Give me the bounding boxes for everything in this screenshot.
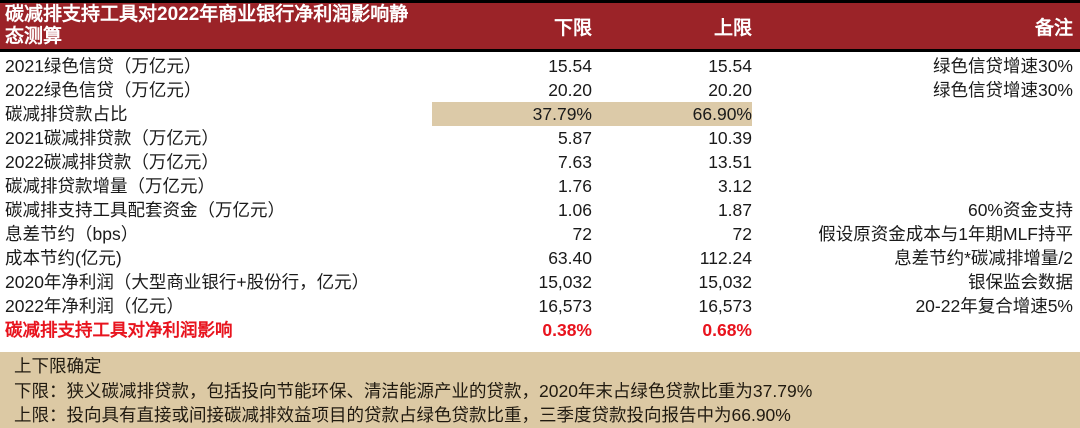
row-remark xyxy=(752,174,1080,198)
table-row: 碳减排支持工具配套资金（万亿元） 1.06 1.87 60%资金支持 xyxy=(0,198,1080,222)
row-label: 碳减排支持工具对净利润影响 xyxy=(5,320,233,340)
row-remark xyxy=(752,102,1080,126)
row-remark: 绿色信贷增速30% xyxy=(932,80,1073,100)
row-upper-value: 0.68% xyxy=(702,320,752,340)
table-row: 碳减排贷款占比 37.79% 66.90% xyxy=(0,102,1080,126)
table-row: 2020年净利润（大型商业银行+股份行，亿元） 15,032 15,032 银保… xyxy=(0,270,1080,294)
row-upper-value: 15.54 xyxy=(708,56,752,76)
row-lower-value: 5.87 xyxy=(557,128,592,148)
row-remark: 假设原资金成本与1年期MLF持平 xyxy=(818,224,1073,244)
row-lower-value: 1.76 xyxy=(557,176,592,196)
row-upper-value: 1.87 xyxy=(717,200,752,220)
row-label: 碳减排贷款增量（万亿元） xyxy=(5,176,215,196)
row-remark xyxy=(752,150,1080,174)
column-header-upper: 上限 xyxy=(713,17,752,39)
row-upper-value: 13.51 xyxy=(708,152,752,172)
row-upper-value: 112.24 xyxy=(699,248,752,268)
table-row: 2021绿色信贷（万亿元） 15.54 15.54 绿色信贷增速30% xyxy=(0,54,1080,78)
row-lower-value: 15,032 xyxy=(538,272,592,292)
row-lower-value: 1.06 xyxy=(557,200,592,220)
row-label: 2022年净利润（亿元） xyxy=(5,296,184,316)
row-upper-value: 20.20 xyxy=(708,80,752,100)
row-lower-value: 63.40 xyxy=(548,248,592,268)
row-lower-value: 15.54 xyxy=(548,56,592,76)
row-remark: 20-22年复合增速5% xyxy=(915,296,1073,316)
row-lower-value: 0.38% xyxy=(542,320,592,340)
row-lower-value: 7.63 xyxy=(557,152,592,172)
footnote-panel: 上下限确定 下限：狭义碳减排贷款，包括投向节能环保、清洁能源产业的贷款，2020… xyxy=(0,352,1080,428)
row-upper-value: 10.39 xyxy=(708,128,752,148)
row-label: 碳减排贷款占比 xyxy=(5,104,128,124)
row-label: 息差节约（bps） xyxy=(5,224,139,244)
row-label: 2022碳减排贷款（万亿元） xyxy=(5,152,219,172)
row-label: 成本节约(亿元) xyxy=(5,248,122,268)
footnote-line-lower: 下限：狭义碳减排贷款，包括投向节能环保、清洁能源产业的贷款，2020年末占绿色贷… xyxy=(14,380,813,401)
table-body: 2021绿色信贷（万亿元） 15.54 15.54 绿色信贷增速30% 2022… xyxy=(0,54,1080,342)
column-header-remark: 备注 xyxy=(1034,17,1073,39)
row-remark: 绿色信贷增速30% xyxy=(932,56,1073,76)
table-row: 息差节约（bps） 72 72 假设原资金成本与1年期MLF持平 xyxy=(0,222,1080,246)
row-remark: 银保监会数据 xyxy=(968,272,1073,292)
row-upper-value: 3.12 xyxy=(717,176,752,196)
row-upper-value: 16,573 xyxy=(698,296,752,316)
table-row: 2022碳减排贷款（万亿元） 7.63 13.51 xyxy=(0,150,1080,174)
table-row: 碳减排支持工具对净利润影响 0.38% 0.68% xyxy=(0,318,1080,342)
table-row: 2021碳减排贷款（万亿元） 5.87 10.39 xyxy=(0,126,1080,150)
footnote-line-upper: 上限：投向具有直接或间接碳减排效益项目的贷款占绿色贷款比重，三季度贷款投向报告中… xyxy=(14,405,791,425)
row-upper-value: 66.90% xyxy=(592,102,752,126)
row-label: 碳减排支持工具配套资金（万亿元） xyxy=(5,200,285,220)
row-lower-value: 20.20 xyxy=(548,80,592,100)
table-header-row: 碳减排支持工具对2022年商业银行净利润影响静态测算 下限 上限 备注 xyxy=(0,0,1080,52)
table-row: 2022绿色信贷（万亿元） 20.20 20.20 绿色信贷增速30% xyxy=(0,78,1080,102)
column-header-lower: 下限 xyxy=(553,17,592,39)
row-upper-value: 15,032 xyxy=(698,272,752,292)
row-lower-value: 72 xyxy=(572,224,592,244)
row-remark: 息差节约*碳减排增量/2 xyxy=(894,248,1073,268)
row-label: 2022绿色信贷（万亿元） xyxy=(5,80,202,100)
row-label: 2021绿色信贷（万亿元） xyxy=(5,56,202,76)
row-lower-value: 37.79% xyxy=(432,102,592,126)
table-row: 2022年净利润（亿元） 16,573 16,573 20-22年复合增速5% xyxy=(0,294,1080,318)
row-remark xyxy=(752,126,1080,150)
table-title: 碳减排支持工具对2022年商业银行净利润影响静态测算 xyxy=(5,4,409,47)
row-remark: 60%资金支持 xyxy=(967,200,1073,220)
row-label: 2021碳减排贷款（万亿元） xyxy=(5,128,219,148)
row-upper-value: 72 xyxy=(732,224,752,244)
table-row: 成本节约(亿元) 63.40 112.24 息差节约*碳减排增量/2 xyxy=(0,246,1080,270)
footnote-title: 上下限确定 xyxy=(14,356,102,376)
row-remark xyxy=(752,318,1080,342)
row-lower-value: 16,573 xyxy=(538,296,592,316)
table-row: 碳减排贷款增量（万亿元） 1.76 3.12 xyxy=(0,174,1080,198)
row-label: 2020年净利润（大型商业银行+股份行，亿元） xyxy=(5,272,370,292)
